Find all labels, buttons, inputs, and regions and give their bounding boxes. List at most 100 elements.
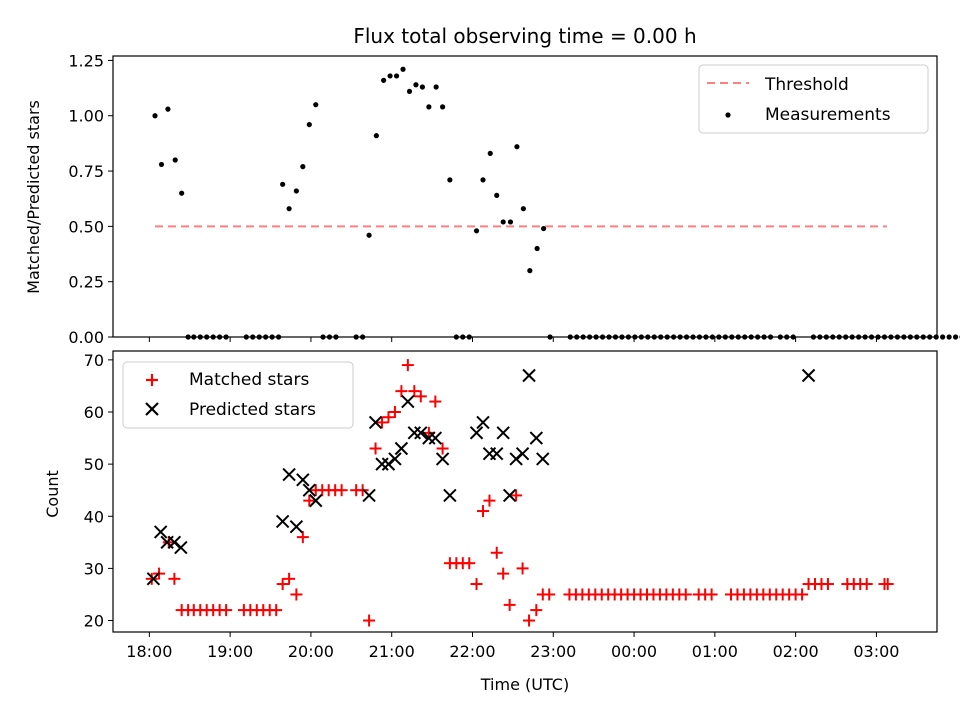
predicted-star-point [422,431,436,445]
measurement-point [520,206,526,212]
predicted-star-stroke-b [388,452,402,466]
measurement-point [366,232,372,238]
bottom-y-tick-label: 50 [84,455,104,474]
measurement-point [300,164,306,170]
star-count-points [145,359,894,627]
predicted-star-stroke-b [476,415,490,430]
bottom-y-tick-label: 40 [84,507,104,526]
predicted-star-point [388,452,402,466]
bottom-y-tick-label: 60 [84,403,104,422]
measurement-point [413,82,419,88]
matched-star-point [497,567,510,580]
predicted-star-point [801,368,816,383]
predicted-star-point [309,493,323,508]
matched-star-point [476,505,489,518]
predicted-star-stroke-b [289,519,304,534]
predicted-star-stroke-b [435,452,450,466]
matched-star-point [388,405,401,418]
predicted-star-point [368,415,383,430]
bottom-y-tick-label: 30 [84,559,104,578]
predicted-star-point [443,488,457,503]
predicted-star-stroke-b [174,540,188,555]
measurement-point [313,102,319,108]
predicted-star-point [414,426,428,440]
measurement-point [440,104,446,110]
top-panel: Flux total observing time = 0.00 h Match… [24,24,960,347]
matched-star-point [881,578,894,591]
bottom-axes-frame [112,350,938,633]
predicted-star-point [536,452,550,466]
measurement-point [940,334,946,340]
predicted-star-point [282,467,296,482]
matched-star-point [414,390,427,403]
x-tick-label: 18:00 [126,642,172,661]
predicted-star-stroke-b [422,431,436,445]
predicted-star-stroke-b [428,431,443,445]
measurement-point [280,181,286,187]
top-y-tick-label: 0.50 [68,217,104,236]
measurement-point [494,192,500,198]
predicted-star-stroke-b [490,446,504,461]
x-tick-label: 21:00 [369,642,415,661]
matched-star-point [705,588,718,601]
predicted-star-point [428,431,443,445]
top-chart-title: Flux total observing time = 0.00 h [353,24,696,48]
matched-star-point [821,578,834,591]
bottom-legend: Matched stars Predicted stars [122,361,354,429]
predicted-star-point [469,426,484,440]
predicted-star-point [174,540,188,555]
legend-predicted-swatch [145,402,159,416]
predicted-star-stroke-b [536,452,550,466]
matched-star-point [168,572,181,585]
matched-star-point [401,359,414,372]
matched-star-point [510,489,523,502]
predicted-star-point [515,446,530,461]
predicted-star-stroke-b [146,572,161,586]
matched-star-point [283,572,296,585]
top-y-tick-label: 1.25 [68,51,104,70]
matched-star-point [270,604,283,617]
measurement-point [152,113,158,119]
measurement-point [381,77,387,83]
predicted-star-point [153,525,168,539]
measurement-point [387,73,393,79]
matched-star-point [335,484,348,497]
matched-star-point [530,604,543,617]
top-axes-frame [112,55,938,338]
measurement-point [527,268,533,274]
top-y-axis-label: Matched/Predicted stars [24,100,43,294]
measurement-point [534,245,540,252]
bottom-y-tick-label: 20 [84,612,104,631]
bottom-legend-box [122,361,354,429]
predicted-star-stroke-b [529,431,544,445]
measurement-point [433,84,439,90]
predicted-star-stroke-b [414,426,428,440]
matched-star-point [796,588,809,601]
measurement-point [480,177,486,183]
predicted-star-point [435,452,450,466]
matched-star-point [436,442,449,455]
predicted-star-stroke-b [309,493,323,508]
measurement-point [473,228,480,234]
predicted-star-stroke-b [362,488,376,503]
matched-star-point [376,416,389,429]
predicted-star-stroke-b [368,415,383,430]
predicted-star-point [496,426,510,440]
predicted-star-stroke-b [801,368,816,383]
matched-star-point [516,562,529,575]
matched-star-point [145,572,158,585]
x-axis-label: Time (UTC) [480,675,569,694]
x-tick-label: 22:00 [449,642,495,661]
x-tick-label: 00:00 [611,642,657,661]
predicted-star-point [522,368,536,383]
measurement-point [419,84,426,90]
bottom-y-axis-label: Count [43,470,62,518]
predicted-star-point [529,431,544,445]
bottom-y-tick-label: 70 [84,351,104,370]
measurement-point [373,133,379,139]
matched-star-point [503,598,516,611]
predicted-star-stroke-b [407,426,422,440]
predicted-star-stroke-b [401,394,415,409]
legend-matched-swatch [146,374,158,386]
